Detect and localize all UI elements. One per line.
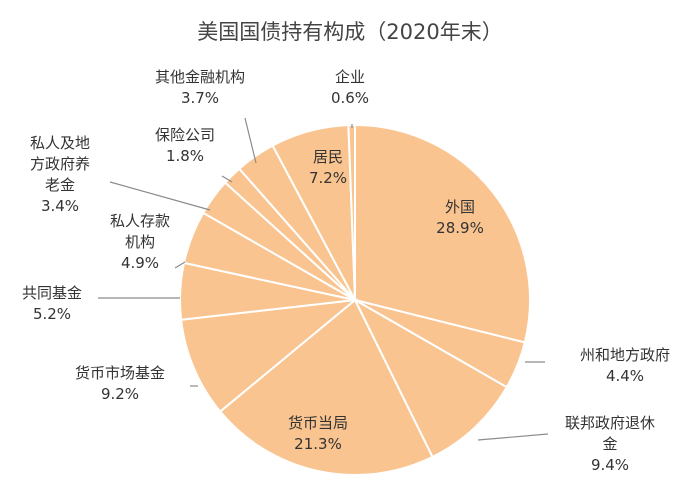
slice-label-4: 货币当局 21.3%: [288, 414, 348, 453]
slice-name: 机构: [125, 233, 155, 251]
slice-value: 3.4%: [41, 197, 79, 215]
pie-slice-3: [352, 297, 509, 459]
slice-value: 3.7%: [181, 89, 219, 107]
slice-value: 9.2%: [101, 385, 139, 403]
chart-title: 美国国债持有构成（2020年末）: [197, 20, 503, 44]
slice-label-11: 居民 7.2%: [309, 148, 347, 187]
pie-slice-1: [354, 123, 531, 344]
slice-name: 外国: [445, 198, 475, 216]
slice-value: 4.9%: [121, 254, 159, 272]
slice-label-6: 共同基金 5.2%: [22, 284, 82, 323]
slice-name: 共同基金: [22, 284, 82, 302]
pie-slice-4: [218, 298, 434, 476]
slice-name: 居民: [313, 148, 343, 166]
slice-name: 其他金融机构: [155, 68, 245, 86]
slice-label-1: 外国 28.9%: [436, 198, 484, 237]
leader-line-7: [174, 261, 186, 269]
slice-value: 4.4%: [606, 367, 644, 385]
pie-slice-5: [180, 298, 359, 413]
slice-name: 保险公司: [155, 126, 215, 144]
slice-name: 货币当局: [288, 414, 348, 432]
slice-label-12: 企业 0.6%: [331, 68, 369, 107]
slice-value: 1.8%: [166, 147, 204, 165]
slice-label-5: 货币市场基金 9.2%: [75, 364, 165, 403]
leader-line-9: [221, 175, 233, 183]
slice-value: 28.9%: [436, 219, 484, 237]
slice-name: 金: [602, 435, 617, 453]
slice-name: 老金: [45, 176, 75, 194]
leader-line-10: [244, 117, 257, 164]
slice-name: 方政府养: [30, 155, 90, 173]
slice-value: 5.2%: [33, 305, 71, 323]
slice-value: 7.2%: [309, 169, 347, 187]
slice-name: 私人及地: [30, 134, 90, 152]
slice-name: 私人存款: [110, 212, 170, 230]
slice-value: 21.3%: [294, 435, 342, 453]
slice-value: 0.6%: [331, 89, 369, 107]
slice-value: 9.4%: [591, 456, 629, 474]
slice-label-2: 州和地方政府 4.4%: [580, 346, 670, 385]
slice-label-9: 保险公司 1.8%: [155, 126, 215, 165]
slice-name: 货币市场基金: [75, 364, 165, 382]
slice-name: 联邦政府退休: [565, 414, 655, 432]
leader-line-8: [109, 181, 211, 211]
slice-name: 州和地方政府: [580, 346, 670, 364]
leader-line-3: [477, 433, 549, 441]
slice-name: 企业: [335, 68, 365, 86]
slice-label-10: 其他金融机构 3.7%: [155, 68, 245, 107]
